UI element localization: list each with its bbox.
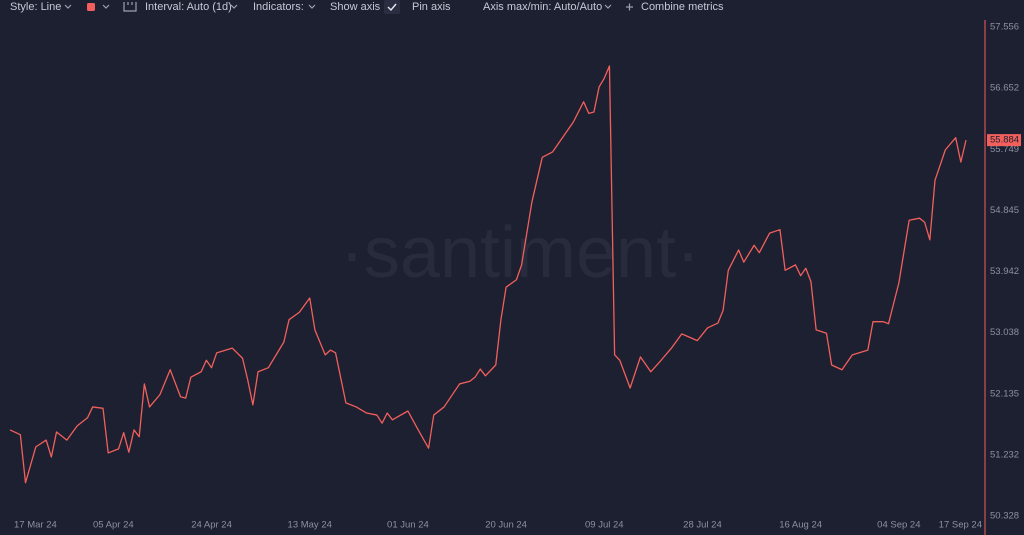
line-series xyxy=(9,65,967,484)
y-tick-label: 54.845 xyxy=(990,205,1019,216)
x-tick-label: 04 Sep 24 xyxy=(877,520,920,531)
show-axis-toggle[interactable]: Show axis xyxy=(330,1,381,13)
x-tick-label: 24 Apr 24 xyxy=(191,520,232,531)
chevron[interactable] xyxy=(64,4,72,9)
y-tick-label: 53.942 xyxy=(990,266,1019,277)
y-tick-label: 50.328 xyxy=(990,511,1019,522)
x-tick-label: 28 Jul 24 xyxy=(683,520,722,531)
interval-dropdown[interactable]: Interval: Auto (1d) xyxy=(145,1,232,13)
y-tick-label: 56.652 xyxy=(990,83,1019,94)
y-tick-label: 57.556 xyxy=(990,22,1019,33)
indicators-dropdown[interactable]: Indicators: xyxy=(253,1,304,13)
last-value-label: 55.884 xyxy=(990,135,1019,146)
y-tick-label: 55.749 xyxy=(990,144,1019,155)
x-tick-label: 16 Aug 24 xyxy=(779,520,822,531)
last-value-badge xyxy=(987,134,1021,147)
chevron[interactable] xyxy=(102,4,110,9)
check-mark xyxy=(387,3,397,12)
y-tick-label: 53.038 xyxy=(990,327,1019,338)
x-tick-label: 17 Mar 24 xyxy=(14,520,57,531)
watermark: ·santiment· xyxy=(340,213,700,293)
x-tick-label: 17 Sep 24 xyxy=(939,520,982,531)
toolbar: Style: Line Interval: Auto (1d) Indicato… xyxy=(10,0,724,14)
x-tick-label: 09 Jul 24 xyxy=(585,520,624,531)
checkbox[interactable] xyxy=(384,0,400,14)
x-tick-label: 01 Jun 24 xyxy=(387,520,429,531)
color-swatch[interactable] xyxy=(87,3,95,11)
chevron[interactable] xyxy=(230,4,238,9)
x-tick-label: 05 Apr 24 xyxy=(93,520,134,531)
interval-icon[interactable] xyxy=(123,2,137,12)
x-tick-label: 13 May 24 xyxy=(288,520,332,531)
y-tick-label: 51.232 xyxy=(990,449,1019,460)
axis-minmax-dropdown[interactable]: Axis max/min: Auto/Auto xyxy=(483,1,602,13)
x-tick-label: 20 Jun 24 xyxy=(485,520,527,531)
plus-icon[interactable] xyxy=(626,3,633,11)
pin-axis-toggle[interactable]: Pin axis xyxy=(412,1,451,13)
style-dropdown[interactable]: Style: Line xyxy=(10,1,61,13)
chevron[interactable] xyxy=(604,4,612,9)
chevron[interactable] xyxy=(308,4,316,9)
y-tick-label: 52.135 xyxy=(990,388,1019,399)
combine-metrics-button[interactable]: Combine metrics xyxy=(641,1,724,13)
